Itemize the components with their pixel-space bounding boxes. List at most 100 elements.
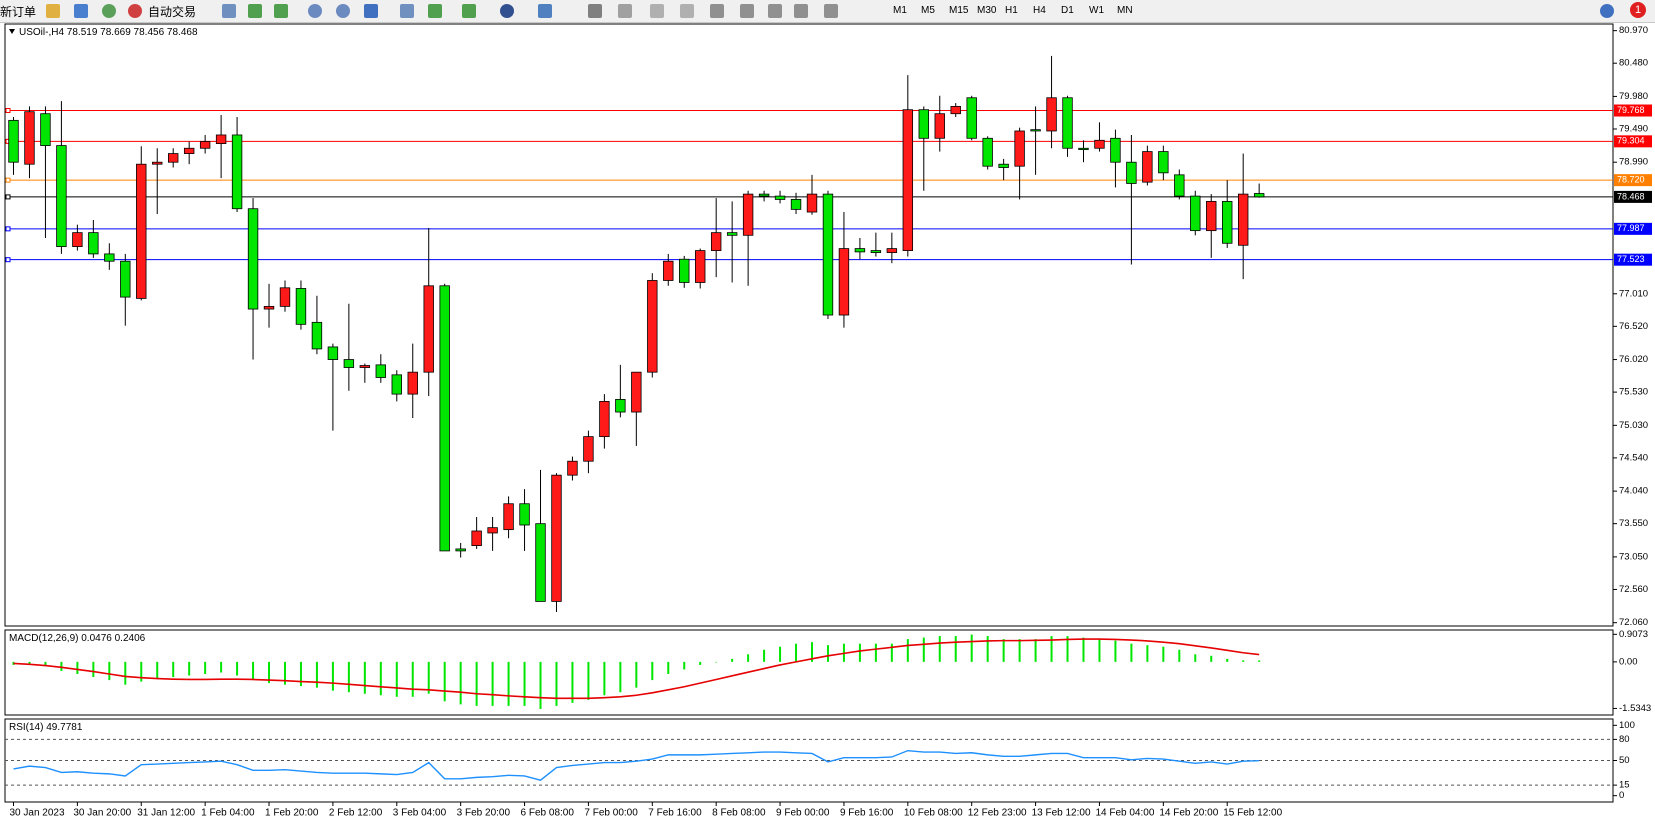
timeframe-button[interactable]: D1 xyxy=(1061,5,1074,16)
title-value: 78.519 xyxy=(67,27,98,38)
candle-body xyxy=(1190,195,1201,232)
candle-body xyxy=(1253,193,1265,198)
candle-body xyxy=(1126,161,1137,184)
title-value: 78.456 xyxy=(134,27,165,38)
title-value: 49.7781 xyxy=(46,722,83,733)
y-tick-label: 80 xyxy=(1619,734,1630,745)
icon[interactable] xyxy=(650,4,664,18)
candle-body xyxy=(1062,97,1073,149)
x-tick-label: 31 Jan 12:00 xyxy=(137,808,195,819)
candle-body xyxy=(535,523,546,602)
icon[interactable] xyxy=(46,4,60,18)
timeframe-button[interactable]: M1 xyxy=(893,5,907,16)
macd-bar xyxy=(268,661,271,684)
timeframe-button[interactable]: M5 xyxy=(921,5,935,16)
timeframe-button[interactable]: M30 xyxy=(977,5,997,16)
timeframe-button[interactable]: H1 xyxy=(1005,5,1018,16)
icon[interactable] xyxy=(618,4,632,18)
candle-body xyxy=(934,113,945,139)
candle-body xyxy=(631,371,642,413)
y-tick-label: 0.00 xyxy=(1619,656,1638,667)
x-tick-label: 14 Feb 20:00 xyxy=(1159,808,1218,819)
timeframe-button[interactable]: W1 xyxy=(1089,5,1104,16)
icon[interactable] xyxy=(74,4,88,18)
auto-trading-button[interactable]: 自动交易 xyxy=(148,5,197,19)
icon[interactable] xyxy=(364,4,378,18)
y-tick-label: 80.480 xyxy=(1619,58,1648,69)
icon[interactable] xyxy=(794,4,808,18)
search-icon[interactable] xyxy=(1600,4,1614,18)
new-order-button[interactable]: 新订单 xyxy=(0,5,37,19)
candle-body xyxy=(8,119,19,163)
icon[interactable] xyxy=(538,4,552,18)
icon[interactable] xyxy=(680,4,694,18)
icon[interactable] xyxy=(400,4,414,18)
icon[interactable] xyxy=(500,4,514,18)
candle-body xyxy=(710,232,722,251)
candle-body xyxy=(263,305,275,310)
macd-bar xyxy=(1242,660,1245,662)
candle-body xyxy=(551,474,562,602)
icon[interactable] xyxy=(274,4,288,18)
notification-badge[interactable]: 1 xyxy=(1630,2,1646,18)
macd-bar xyxy=(683,661,686,670)
macd-bar xyxy=(443,661,446,702)
macd-bar xyxy=(411,661,414,697)
x-tick-label: 1 Feb 04:00 xyxy=(201,808,255,819)
level-label-box xyxy=(1614,222,1652,235)
candle-body xyxy=(870,250,882,253)
icon[interactable] xyxy=(222,4,236,18)
x-tick-label: 14 Feb 04:00 xyxy=(1095,808,1154,819)
y-tick-label: 77.010 xyxy=(1619,288,1648,299)
candle-body xyxy=(519,503,530,526)
y-tick-label: 73.550 xyxy=(1619,518,1648,529)
icon[interactable] xyxy=(710,4,724,18)
timeframe-button[interactable]: MN xyxy=(1117,5,1133,16)
macd-bar xyxy=(539,661,542,709)
macd-bar xyxy=(587,661,590,700)
candle-body xyxy=(487,527,498,534)
macd-bar xyxy=(491,661,494,706)
x-tick-label: 7 Feb 00:00 xyxy=(584,808,638,819)
icon[interactable] xyxy=(740,4,754,18)
x-tick-label: 6 Feb 08:00 xyxy=(521,808,575,819)
candle-body xyxy=(120,260,131,298)
y-tick-label: 79.980 xyxy=(1619,91,1648,102)
macd-bar xyxy=(667,661,670,675)
icon[interactable] xyxy=(428,4,442,18)
macd-bar xyxy=(699,661,702,665)
icon[interactable] xyxy=(768,4,782,18)
candle-body xyxy=(183,147,195,154)
timeframe-button[interactable]: H4 xyxy=(1033,5,1046,16)
icon[interactable] xyxy=(462,4,476,18)
candle-body xyxy=(343,359,355,368)
macd-bar xyxy=(890,643,893,662)
icon[interactable] xyxy=(248,4,262,18)
icon[interactable] xyxy=(128,4,142,18)
y-tick-label: 72.060 xyxy=(1619,617,1648,628)
x-tick-label: 12 Feb 23:00 xyxy=(968,808,1027,819)
candle-body xyxy=(375,364,387,378)
icon[interactable] xyxy=(824,4,838,18)
candle-body xyxy=(24,111,35,165)
signal-line xyxy=(13,638,1260,700)
macd-bar xyxy=(252,661,255,681)
icon[interactable] xyxy=(588,4,602,18)
macd-bar xyxy=(651,661,654,681)
icon[interactable] xyxy=(308,4,322,18)
macd-bar xyxy=(731,658,734,662)
macd-bar xyxy=(635,661,638,688)
candle-body xyxy=(774,195,786,200)
candle-body xyxy=(567,460,578,476)
candle-body xyxy=(72,232,83,247)
macd-bar xyxy=(555,661,558,706)
candle-body xyxy=(1174,174,1185,197)
y-tick-label: 0 xyxy=(1619,790,1624,801)
macd-bar xyxy=(172,661,175,678)
timeframe-button[interactable]: M15 xyxy=(949,5,969,16)
macd-bar xyxy=(220,661,223,673)
icon[interactable] xyxy=(102,4,116,18)
icon[interactable] xyxy=(336,4,350,18)
title-text: RSI(14) xyxy=(9,722,43,733)
